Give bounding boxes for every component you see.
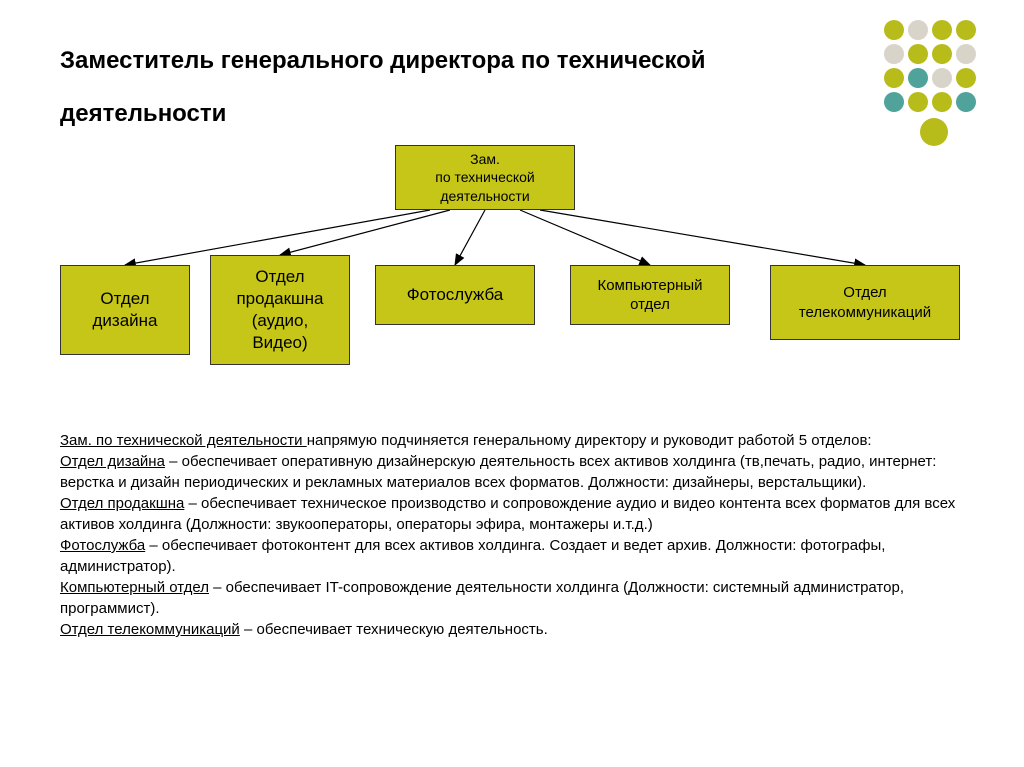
decorative-dots bbox=[884, 20, 1004, 140]
decorative-dot bbox=[908, 44, 928, 64]
para-1-underline: Зам. по технической деятельности bbox=[60, 432, 307, 449]
decorative-dot bbox=[932, 44, 952, 64]
para-1-rest: напрямую подчиняется генеральному директ… bbox=[307, 432, 872, 449]
page-title: Заместитель генерального директора по те… bbox=[60, 35, 760, 141]
child-node-2: Фотослужба bbox=[375, 265, 535, 325]
decorative-dot bbox=[920, 118, 948, 146]
para-2-rest: – обеспечивает оперативную дизайнерскую … bbox=[60, 453, 936, 491]
para-6-underline: Отдел телекоммуникаций bbox=[60, 621, 240, 638]
para-4-rest: – обеспечивает фотоконтент для всех акти… bbox=[60, 537, 885, 575]
para-6-rest: – обеспечивает техническую деятельность. bbox=[240, 621, 548, 638]
para-2: Отдел дизайна – обеспечивает оперативную… bbox=[60, 451, 970, 493]
para-3: Отдел продакшна – обеспечивает техническ… bbox=[60, 493, 970, 535]
description-text: Зам. по технической деятельности напряму… bbox=[60, 430, 970, 640]
child-node-0: Отделдизайна bbox=[60, 265, 190, 355]
child-node-4: Отделтелекоммуникаций bbox=[770, 265, 960, 340]
child-node-3: Компьютерныйотдел bbox=[570, 265, 730, 325]
para-3-rest: – обеспечивает техническое производство … bbox=[60, 495, 955, 533]
decorative-dot bbox=[956, 68, 976, 88]
decorative-dot bbox=[908, 20, 928, 40]
para-1: Зам. по технической деятельности напряму… bbox=[60, 430, 970, 451]
decorative-dot bbox=[908, 68, 928, 88]
para-5: Компьютерный отдел – обеспечивает IT-соп… bbox=[60, 577, 970, 619]
decorative-dot bbox=[884, 44, 904, 64]
root-node: Зам.по техническойдеятельности bbox=[395, 145, 575, 210]
decorative-dot bbox=[884, 20, 904, 40]
decorative-dot bbox=[956, 20, 976, 40]
decorative-dot bbox=[884, 68, 904, 88]
para-6: Отдел телекоммуникаций – обеспечивает те… bbox=[60, 619, 970, 640]
decorative-dot bbox=[908, 92, 928, 112]
decorative-dot bbox=[932, 20, 952, 40]
org-chart: Зам.по техническойдеятельности Отделдиза… bbox=[0, 145, 1024, 395]
decorative-dot bbox=[884, 92, 904, 112]
decorative-dot bbox=[956, 92, 976, 112]
decorative-dot bbox=[932, 92, 952, 112]
decorative-dot bbox=[956, 44, 976, 64]
para-4: Фотослужба – обеспечивает фотоконтент дл… bbox=[60, 535, 970, 577]
para-3-underline: Отдел продакшна bbox=[60, 495, 184, 512]
para-4-underline: Фотослужба bbox=[60, 537, 145, 554]
child-node-1: Отделпродакшна(аудио,Видео) bbox=[210, 255, 350, 365]
para-5-underline: Компьютерный отдел bbox=[60, 579, 209, 596]
decorative-dot bbox=[932, 68, 952, 88]
para-2-underline: Отдел дизайна bbox=[60, 453, 165, 470]
